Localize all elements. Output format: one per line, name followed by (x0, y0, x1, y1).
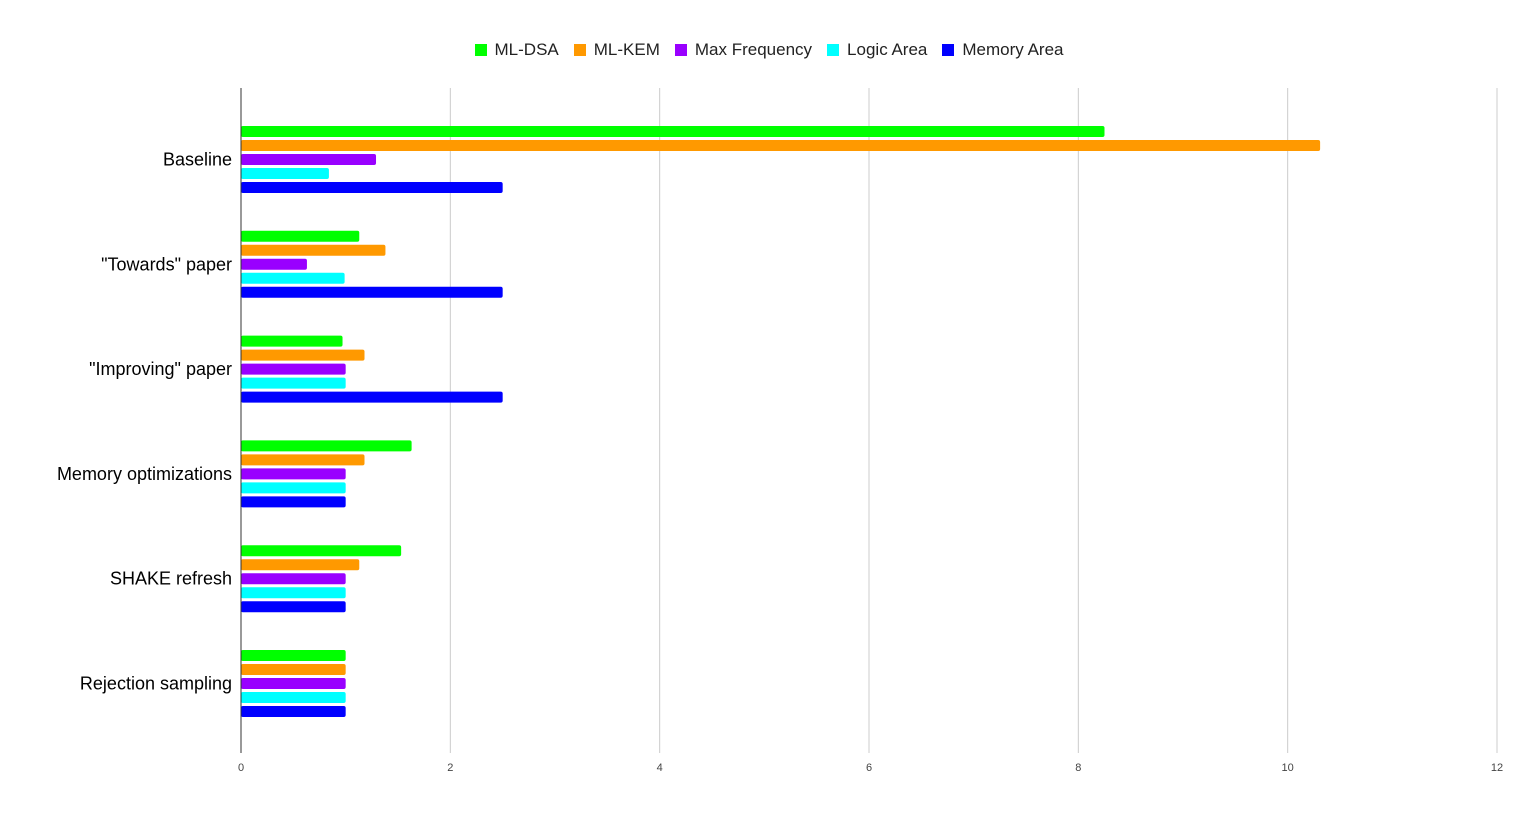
y-category-label: "Towards" paper (101, 254, 232, 274)
legend-swatch (474, 44, 487, 56)
y-category-label: Baseline (163, 150, 232, 170)
x-tick-label: 12 (1491, 762, 1503, 774)
x-tick-label: 2 (447, 762, 453, 774)
bar-logic-area-0 (241, 168, 329, 179)
y-category-label: "Improving" paper (89, 359, 232, 379)
legend-swatch (674, 44, 687, 56)
bar-ml-kem-4 (241, 559, 360, 571)
bar-ml-dsa-4 (241, 545, 402, 557)
bar-memory-area-2 (241, 391, 503, 403)
bar-ml-dsa-3 (241, 440, 412, 452)
bar-logic-area-3 (241, 482, 346, 494)
legend-label: Memory Area (962, 40, 1064, 59)
bar-logic-area-4 (241, 587, 346, 599)
legend-item: Max Frequency (674, 40, 813, 60)
bar-memory-area-5 (241, 706, 346, 717)
bar-memory-area-4 (241, 601, 346, 613)
bar-ml-dsa-0 (241, 126, 1105, 137)
x-tick-label: 4 (657, 762, 663, 774)
legend-swatch (573, 44, 586, 56)
bar-ml-kem-5 (241, 664, 346, 675)
chart-legend: ML-DSA ML-KEM Max Frequency Logic Area Memor… (0, 40, 1538, 60)
bar-ml-kem-3 (241, 454, 365, 466)
x-tick-label: 0 (238, 762, 244, 774)
bar-max-frequency-1 (241, 258, 307, 270)
axes: 0 2 4 6 8 10 12 Baseline "Towards" paper "Improvi… (57, 88, 1503, 774)
legend-item: Logic Area (827, 40, 927, 60)
legend-label: Max Frequency (694, 40, 813, 59)
legend-item: ML-DSA (474, 40, 559, 60)
bar-logic-area-5 (241, 692, 346, 703)
bar-max-frequency-4 (241, 573, 346, 585)
bar-max-frequency-0 (241, 154, 377, 165)
legend-label: Logic Area (847, 40, 928, 59)
bar-max-frequency-5 (241, 678, 346, 689)
legend-label: ML-KEM (593, 40, 660, 59)
bar-ml-kem-2 (241, 349, 365, 361)
x-tick-label: 8 (1075, 762, 1081, 774)
legend-swatch (827, 44, 840, 56)
bar-ml-kem-0 (241, 140, 1321, 151)
legend-item: ML-KEM (573, 40, 660, 60)
bar-memory-area-3 (241, 496, 346, 508)
bar-ml-dsa-2 (241, 335, 343, 347)
grid-lines (449, 88, 1498, 753)
y-category-label: Rejection sampling (80, 674, 232, 694)
x-tick-label: 6 (866, 762, 872, 774)
bar-logic-area-2 (241, 377, 346, 389)
bar-max-frequency-3 (241, 468, 346, 480)
y-category-label: SHAKE refresh (110, 569, 232, 589)
bar-max-frequency-2 (241, 363, 346, 375)
legend-item: Memory Area (942, 40, 1063, 60)
x-tick-label: 10 (1282, 762, 1294, 774)
bars (241, 126, 1321, 717)
bar-memory-area-1 (241, 286, 503, 298)
bar-ml-dsa-1 (241, 230, 360, 242)
legend-swatch (942, 44, 955, 56)
bar-ml-dsa-5 (241, 650, 346, 661)
bar-logic-area-1 (241, 272, 345, 284)
legend-label: ML-DSA (494, 40, 559, 59)
y-category-label: Memory optimizations (57, 464, 232, 484)
bar-memory-area-0 (241, 182, 503, 193)
bar-ml-kem-1 (241, 244, 386, 256)
